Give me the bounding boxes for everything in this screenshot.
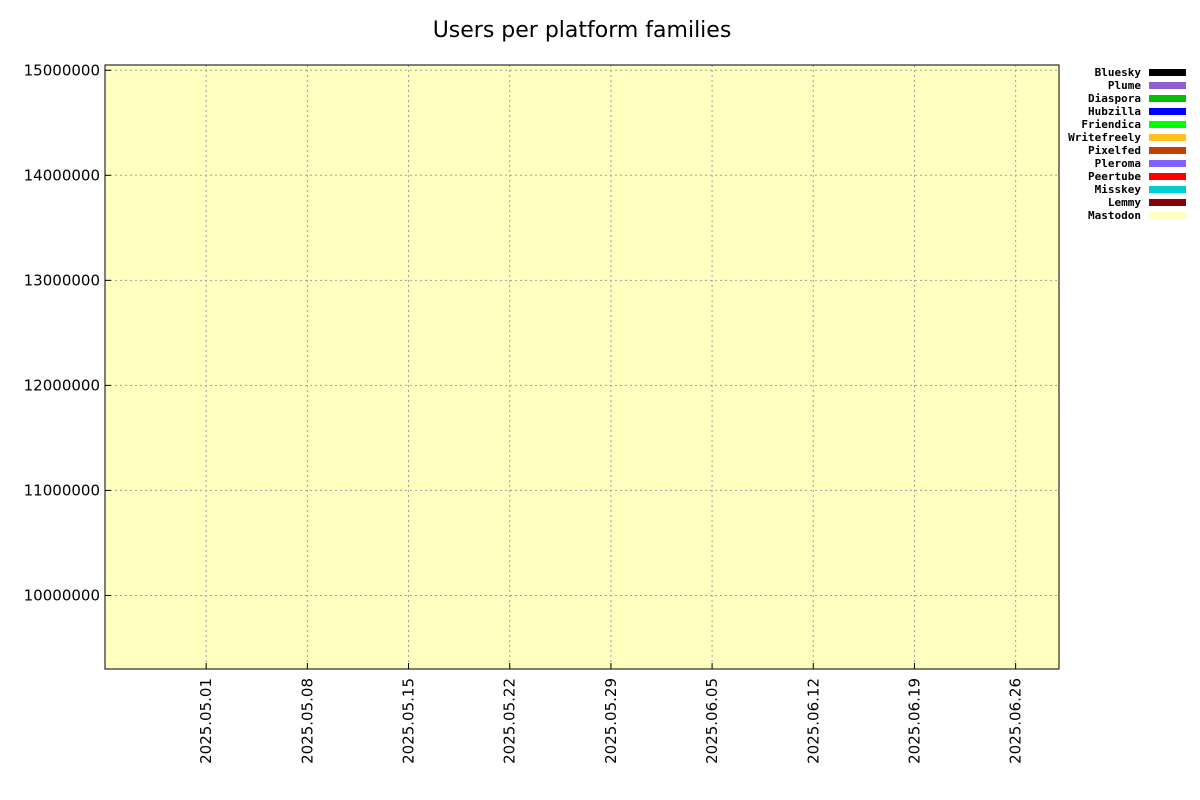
y-axis: 10000000 11000000 12000000 13000000 14000000…	[24, 61, 111, 604]
legend-label-pleroma: Pleroma	[1095, 157, 1141, 170]
legend-label-lemmy: Lemmy	[1108, 196, 1141, 209]
x-tick-label: 2025.06.05	[703, 678, 721, 764]
legend-swatch-pleroma	[1149, 160, 1186, 167]
legend-label-plume: Plume	[1108, 79, 1141, 92]
x-tick-label: 2025.05.29	[602, 678, 620, 764]
x-tick-label: 2025.06.26	[1007, 678, 1025, 764]
legend-swatch-mastodon	[1149, 212, 1186, 219]
x-tick-label: 2025.06.12	[804, 678, 822, 764]
legend-swatch-bluesky	[1149, 69, 1186, 76]
legend-swatch-plume	[1149, 82, 1186, 89]
grid	[105, 65, 1059, 669]
y-tick-label: 11000000	[24, 481, 100, 499]
x-tick-label: 2025.05.08	[298, 678, 316, 764]
legend: BlueskyPlumeDiasporaHubzillaFriendicaWri…	[1068, 66, 1186, 222]
legend-label-writefreely: Writefreely	[1068, 131, 1141, 144]
legend-swatch-diaspora	[1149, 95, 1186, 102]
legend-swatch-peertube	[1149, 173, 1186, 180]
y-tick-label: 14000000	[24, 166, 100, 184]
legend-swatch-pixelfed	[1149, 147, 1186, 154]
x-tick-label: 2025.05.15	[400, 678, 418, 764]
area-mastodon	[105, 65, 1059, 669]
y-tick-label: 13000000	[24, 271, 100, 289]
series-areas	[105, 65, 1059, 669]
legend-label-mastodon: Mastodon	[1088, 209, 1141, 222]
x-tick-label: 2025.05.01	[197, 678, 215, 764]
legend-label-misskey: Misskey	[1095, 183, 1142, 196]
plot-frame	[104, 64, 1060, 670]
x-tick-label: 2025.05.22	[501, 678, 519, 764]
chart-title: Users per platform families	[433, 18, 732, 43]
legend-label-pixelfed: Pixelfed	[1088, 144, 1141, 157]
legend-swatch-friendica	[1149, 121, 1186, 128]
legend-label-bluesky: Bluesky	[1095, 66, 1142, 79]
legend-swatch-misskey	[1149, 186, 1186, 193]
y-tick-label: 12000000	[24, 376, 100, 394]
legend-swatch-hubzilla	[1149, 108, 1186, 115]
legend-swatch-lemmy	[1149, 199, 1186, 206]
legend-label-diaspora: Diaspora	[1088, 92, 1141, 105]
legend-label-peertube: Peertube	[1088, 170, 1141, 183]
x-tick-label: 2025.06.19	[906, 678, 924, 764]
y-tick-label: 10000000	[24, 586, 100, 604]
legend-swatch-writefreely	[1149, 134, 1186, 141]
x-axis: 2025.05.01 2025.05.08 2025.05.15 2025.05.22…	[197, 663, 1025, 764]
legend-label-hubzilla: Hubzilla	[1088, 105, 1141, 118]
y-tick-label: 15000000	[24, 61, 100, 79]
legend-label-friendica: Friendica	[1081, 118, 1141, 131]
